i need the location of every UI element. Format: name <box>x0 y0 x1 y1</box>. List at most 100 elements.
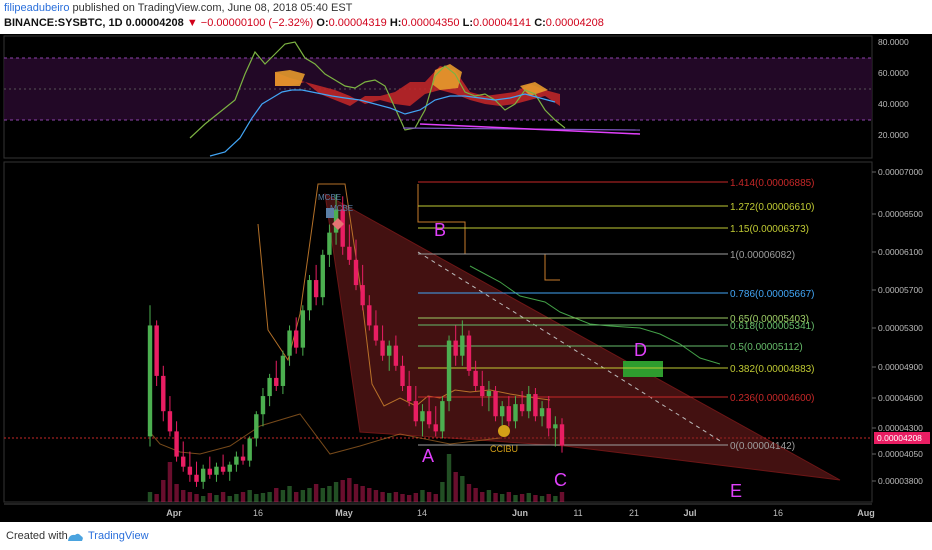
candle-body <box>154 325 159 376</box>
volume-bar <box>220 492 226 502</box>
candle-body <box>519 404 525 412</box>
volume-bar <box>460 476 465 502</box>
candle-body <box>220 466 226 472</box>
candle-body <box>161 375 166 412</box>
author-link[interactable]: filipeadubeiro <box>4 2 70 14</box>
volume-bar <box>280 490 286 502</box>
fib-label: 0.382(0.00004883) <box>730 364 815 375</box>
fib-label: 0.65(0.00005403) <box>730 314 809 325</box>
time-tick-label: Jul <box>683 508 696 518</box>
oscillator-trendline <box>419 123 641 135</box>
mcbe-marker <box>326 208 334 218</box>
volume-bar <box>420 490 425 502</box>
price-tick-label: 0.00004050 <box>878 449 923 459</box>
candle-body <box>453 340 458 356</box>
chart-header: filipeadubeiro published on TradingView.… <box>0 0 932 34</box>
time-tick-label: Apr <box>166 508 182 518</box>
candle-body <box>327 232 332 255</box>
price-tick-label: 0.00006500 <box>878 209 923 219</box>
candle-body <box>553 424 558 429</box>
symbol-line: BINANCE:SYSBTC, 1D 0.00004208 ▼ −0.00000… <box>4 17 604 29</box>
footer: Created with TradingView <box>0 522 932 550</box>
volume-bar <box>493 493 498 502</box>
candle-body <box>207 468 213 475</box>
candle-body <box>367 305 372 326</box>
close-label: C: <box>534 17 546 29</box>
volume-bar <box>367 488 372 502</box>
candle-body <box>526 394 531 412</box>
candle-body <box>433 424 438 432</box>
osc-tick-label: 20.0000 <box>878 130 909 140</box>
time-tick-label: 16 <box>773 508 783 518</box>
fib-label: 0.618(0.00005341) <box>730 321 815 332</box>
main-panel: 1.414(0.00006885) 1.272(0.00006610) 1.15(0… <box>3 161 923 503</box>
time-tick-label: 21 <box>629 508 639 518</box>
tradingview-link[interactable]: TradingView <box>88 530 149 542</box>
fib-levels: 1.414(0.00006885) 1.272(0.00006610) 1.15(0… <box>418 178 815 452</box>
volume-bar <box>440 482 445 502</box>
candle-body <box>167 411 173 432</box>
volume-bars <box>147 454 565 502</box>
candle-body <box>493 391 498 417</box>
low-value: 0.00004141 <box>473 17 532 29</box>
candle-body <box>486 391 492 397</box>
volume-bar <box>473 488 478 502</box>
fib-label: 1.414(0.00006885) <box>730 178 815 189</box>
chart-area[interactable]: 80.0000 60.0000 40.0000 20.0000 1.414(0.000… <box>0 34 932 522</box>
oscillator-axis: 80.0000 60.0000 40.0000 20.0000 <box>878 37 909 140</box>
fib-label: 1.15(0.00006373) <box>730 224 809 235</box>
price-axis: 0.00007000 0.00006500 0.00006100 0.00005700… <box>872 167 923 486</box>
candle-body <box>187 466 193 475</box>
candle-body <box>393 345 399 366</box>
time-tick-label: Jun <box>512 508 528 518</box>
candle-body <box>413 401 419 422</box>
mcbe-label-1: MCBE <box>318 193 341 202</box>
volume-bar <box>187 492 193 502</box>
price-tick-label: 0.00006100 <box>878 247 923 257</box>
fib-label: 0(0.00004142) <box>730 441 795 452</box>
candle-body <box>280 355 286 386</box>
wedge-pattern <box>324 193 841 481</box>
candle-body <box>320 254 325 298</box>
volume-bar <box>240 492 246 502</box>
candle-body <box>466 335 472 371</box>
osc-tick-label: 80.0000 <box>878 37 909 47</box>
oscillator-line-green <box>189 41 566 139</box>
volume-bar <box>433 494 438 502</box>
volume-bar <box>353 484 359 502</box>
candle-body <box>307 280 312 311</box>
volume-bar <box>533 495 538 502</box>
candle-body <box>360 285 365 306</box>
volume-bar <box>559 492 565 502</box>
fib-label: 0.236(0.00004600) <box>730 393 815 404</box>
volume-bar <box>539 496 545 502</box>
candle-body <box>200 468 206 482</box>
volume-bar <box>393 492 399 502</box>
time-tick-label: 16 <box>253 508 263 518</box>
volume-bar <box>506 492 512 502</box>
pattern-label-b: B <box>434 220 446 240</box>
volume-bar <box>200 496 206 502</box>
volume-bar <box>340 480 345 502</box>
volume-bar <box>274 488 279 502</box>
ccibu-marker[interactable] <box>498 425 510 437</box>
volume-bar <box>254 494 259 502</box>
price-chart[interactable]: 80.0000 60.0000 40.0000 20.0000 1.414(0.000… <box>0 34 932 522</box>
last-price: 0.00004208 <box>125 17 184 29</box>
volume-bar <box>167 462 173 502</box>
candle-body <box>293 330 299 348</box>
target-zone-d[interactable] <box>623 361 663 377</box>
open-value: 0.00004319 <box>328 17 387 29</box>
osc-tick-label: 60.0000 <box>878 68 909 78</box>
osc-tick-label: 40.0000 <box>878 99 909 109</box>
candle-body <box>247 438 252 461</box>
pattern-label-e: E <box>730 481 742 501</box>
volume-bar <box>260 493 266 502</box>
volume-bar <box>267 492 272 502</box>
candle-body <box>420 411 425 422</box>
mcbe-label-2: MCBE <box>330 204 353 213</box>
candle-body <box>287 330 292 356</box>
symbol-label[interactable]: BINANCE:SYSBTC, 1D <box>4 17 123 29</box>
volume-bar <box>154 494 159 502</box>
low-label: L: <box>462 17 473 29</box>
